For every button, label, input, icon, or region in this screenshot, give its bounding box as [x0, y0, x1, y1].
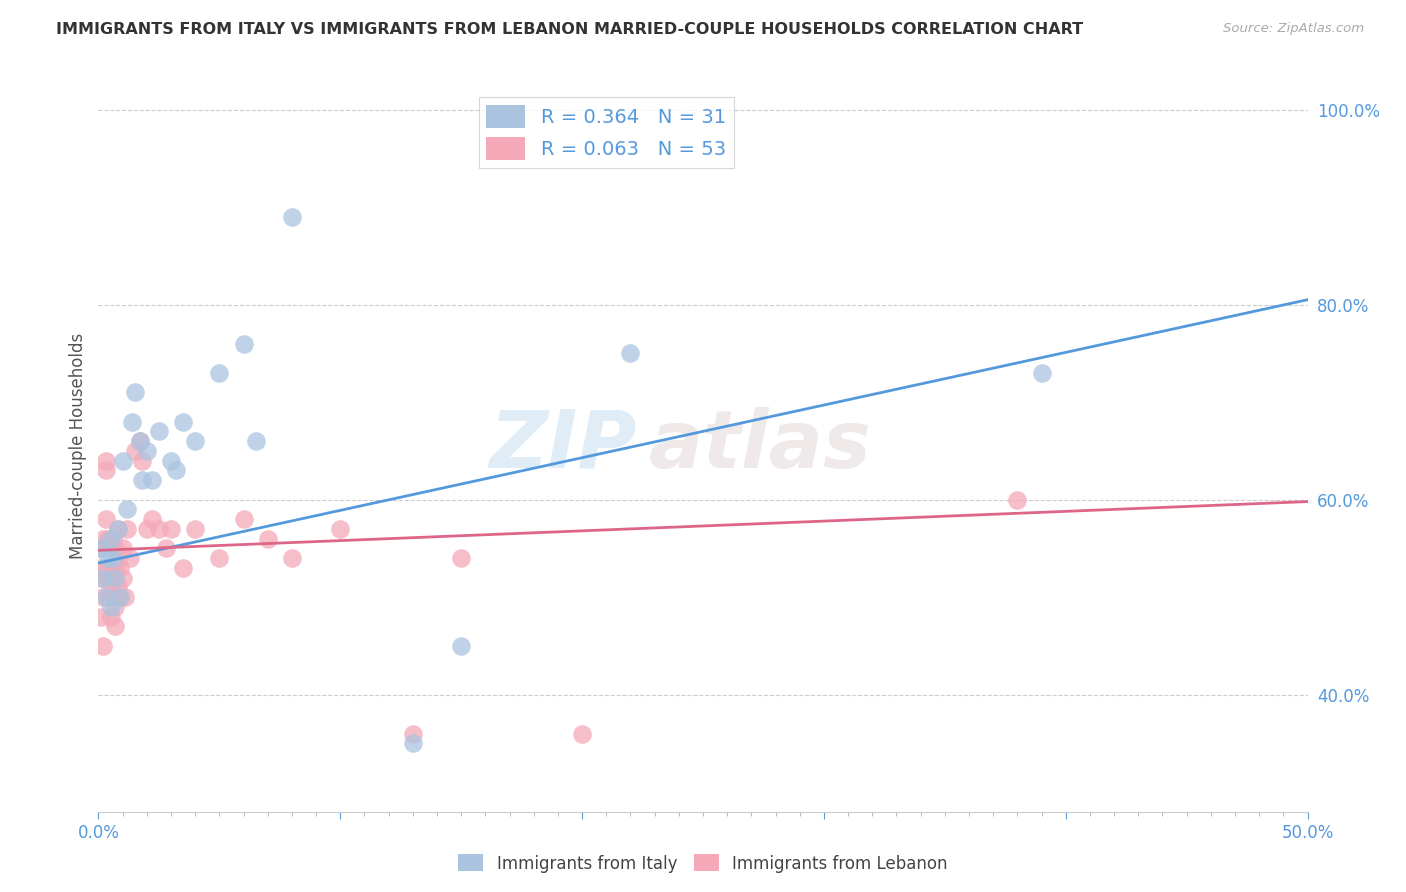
- Point: [135, 522, 157, 536]
- Point: [141, 473, 163, 487]
- Point: [94, 561, 117, 575]
- Point: [172, 561, 194, 575]
- Point: [245, 434, 267, 449]
- Point: [402, 727, 425, 741]
- Point: [114, 590, 136, 604]
- Point: [97, 571, 120, 585]
- Point: [100, 599, 122, 614]
- Point: [111, 453, 134, 467]
- Point: [91, 561, 114, 575]
- Point: [104, 541, 127, 556]
- Point: [90, 541, 112, 556]
- Text: IMMIGRANTS FROM ITALY VS IMMIGRANTS FROM LEBANON MARRIED-COUPLE HOUSEHOLDS CORRE: IMMIGRANTS FROM ITALY VS IMMIGRANTS FROM…: [56, 22, 1084, 37]
- Point: [128, 434, 150, 449]
- Y-axis label: Married-couple Households: Married-couple Households: [69, 333, 87, 559]
- Point: [91, 532, 114, 546]
- Point: [108, 590, 131, 604]
- Point: [160, 453, 183, 467]
- Point: [148, 425, 170, 439]
- Point: [450, 639, 472, 653]
- Point: [97, 532, 120, 546]
- Point: [1007, 492, 1029, 507]
- Point: [117, 502, 139, 516]
- Point: [160, 522, 183, 536]
- Point: [124, 443, 146, 458]
- Point: [184, 522, 207, 536]
- Point: [281, 210, 304, 224]
- Point: [118, 551, 141, 566]
- Point: [108, 590, 131, 604]
- Point: [329, 522, 352, 536]
- Point: [148, 522, 170, 536]
- Point: [94, 463, 117, 477]
- Point: [184, 434, 207, 449]
- Point: [155, 541, 177, 556]
- Point: [101, 571, 124, 585]
- Point: [571, 727, 593, 741]
- Point: [91, 639, 114, 653]
- Point: [101, 590, 124, 604]
- Point: [100, 609, 122, 624]
- Point: [619, 346, 641, 360]
- Point: [107, 551, 129, 566]
- Legend: Immigrants from Italy, Immigrants from Lebanon: Immigrants from Italy, Immigrants from L…: [451, 847, 955, 880]
- Point: [111, 541, 134, 556]
- Point: [94, 453, 117, 467]
- Point: [100, 561, 122, 575]
- Text: atlas: atlas: [648, 407, 872, 485]
- Point: [1031, 366, 1053, 380]
- Point: [131, 473, 153, 487]
- Point: [97, 551, 120, 566]
- Point: [108, 561, 131, 575]
- Text: ZIP: ZIP: [489, 407, 637, 485]
- Point: [232, 336, 254, 351]
- Point: [94, 590, 117, 604]
- Point: [100, 532, 122, 546]
- Point: [128, 434, 150, 449]
- Point: [165, 463, 187, 477]
- Point: [131, 453, 153, 467]
- Point: [107, 522, 129, 536]
- Point: [111, 571, 134, 585]
- Point: [100, 581, 122, 595]
- Point: [208, 366, 231, 380]
- Point: [281, 551, 304, 566]
- Point: [107, 581, 129, 595]
- Point: [94, 512, 117, 526]
- Point: [90, 609, 112, 624]
- Point: [117, 522, 139, 536]
- Point: [121, 415, 143, 429]
- Point: [172, 415, 194, 429]
- Point: [450, 551, 472, 566]
- Point: [90, 571, 112, 585]
- Point: [90, 541, 112, 556]
- Point: [232, 512, 254, 526]
- Point: [124, 385, 146, 400]
- Point: [104, 599, 127, 614]
- Point: [101, 551, 124, 566]
- Point: [135, 443, 157, 458]
- Point: [107, 522, 129, 536]
- Text: Source: ZipAtlas.com: Source: ZipAtlas.com: [1223, 22, 1364, 36]
- Legend: R = 0.364   N = 31, R = 0.063   N = 53: R = 0.364 N = 31, R = 0.063 N = 53: [478, 97, 734, 168]
- Point: [104, 619, 127, 633]
- Point: [141, 512, 163, 526]
- Point: [208, 551, 231, 566]
- Point: [256, 532, 278, 546]
- Point: [104, 571, 127, 585]
- Point: [91, 571, 114, 585]
- Point: [402, 736, 425, 750]
- Point: [97, 590, 120, 604]
- Point: [91, 590, 114, 604]
- Point: [104, 561, 127, 575]
- Point: [101, 532, 124, 546]
